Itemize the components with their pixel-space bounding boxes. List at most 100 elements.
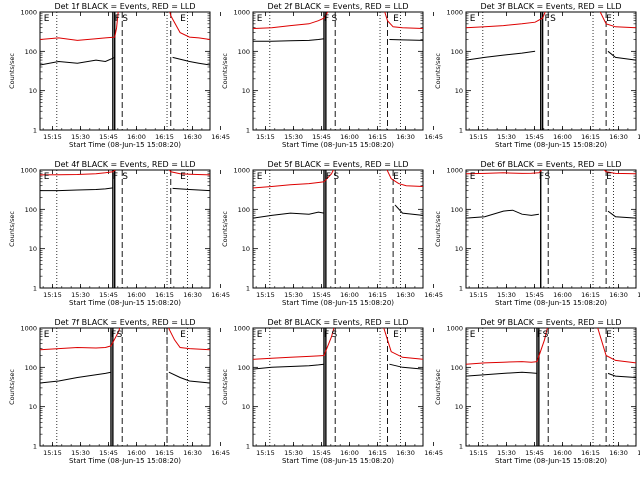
x-tick-label: 15:30 — [497, 291, 516, 299]
y-tick-label: 1000 — [233, 167, 250, 175]
x-axis-label: Start Time (08-Jun-15 15:08:20) — [282, 141, 394, 149]
x-tick-label: 15:15 — [469, 449, 488, 457]
x-axis-label: Start Time (08-Jun-15 15:08:20) — [282, 299, 394, 307]
x-tick-label: 15:45 — [525, 449, 544, 457]
y-tick-label: 1000 — [446, 325, 463, 333]
marker-e-left: E — [257, 172, 263, 182]
panel-title: Det 7f BLACK = Events, RED = LLD — [54, 318, 195, 327]
x-tick-label: 15:30 — [497, 449, 516, 457]
marker-f: F — [324, 330, 329, 340]
y-tick-label: 10 — [242, 403, 250, 411]
y-tick-label: 1000 — [20, 325, 37, 333]
x-tick-label: 15:15 — [43, 133, 62, 141]
y-tick-label: 1000 — [233, 325, 250, 333]
x-tick-label: 16:30 — [609, 449, 628, 457]
series-lld-line — [466, 328, 636, 365]
panel-title: Det 6f BLACK = Events, RED = LLD — [480, 160, 621, 169]
x-tick-label: 15:30 — [71, 133, 90, 141]
y-axis-label: Counts/sec — [434, 53, 442, 89]
series-lld-line — [253, 328, 423, 360]
panel-det-6: Det 6f BLACK = Events, RED = LLD 1 10 100 10… — [434, 160, 640, 307]
y-tick-label: 1000 — [446, 9, 463, 17]
marker-f: F — [324, 14, 329, 24]
marker-f: F — [115, 14, 120, 24]
panel-title: Det 3f BLACK = Events, RED = LLD — [480, 2, 621, 11]
panel-det-9: Det 9f BLACK = Events, RED = LLD 1 10 100 10… — [434, 318, 640, 465]
panel-title: Det 1f BLACK = Events, RED = LLD — [54, 2, 195, 11]
panel-title: Det 5f BLACK = Events, RED = LLD — [267, 160, 408, 169]
x-tick-label: 15:15 — [256, 449, 275, 457]
x-tick-label: 15:15 — [256, 133, 275, 141]
marker-f: F — [326, 172, 331, 182]
x-tick-label: 16:15 — [581, 291, 600, 299]
x-tick-label: 16:15 — [368, 133, 387, 141]
y-tick-label: 1 — [33, 285, 37, 293]
y-tick-label: 100 — [25, 206, 37, 214]
panel-data — [253, 12, 423, 130]
plot-frame — [465, 327, 637, 447]
x-tick-label: 15:15 — [43, 291, 62, 299]
panel-data — [253, 170, 423, 288]
x-tick-label: 16:15 — [368, 449, 387, 457]
x-tick-label: 15:45 — [312, 449, 331, 457]
x-axis-label: Start Time (08-Jun-15 15:08:20) — [495, 457, 607, 465]
series-events-line — [466, 50, 636, 61]
panel-data — [466, 328, 636, 446]
plot-frame — [252, 11, 424, 131]
marker-s: S — [550, 14, 556, 24]
x-tick-label: 16:30 — [609, 291, 628, 299]
marker-f: F — [537, 330, 542, 340]
y-axis-label: Counts/sec — [434, 369, 442, 405]
x-tick-label: 16:30 — [396, 449, 415, 457]
x-tick-label: 15:45 — [525, 133, 544, 141]
panel-data — [466, 12, 636, 130]
x-tick-label: 16:45 — [424, 291, 443, 299]
x-tick-label: 16:45 — [424, 133, 443, 141]
plot-frame — [252, 327, 424, 447]
y-axis-label: Counts/sec — [221, 369, 229, 405]
marker-f: F — [113, 172, 118, 182]
marker-f: F — [544, 14, 549, 24]
x-tick-label: 16:15 — [581, 449, 600, 457]
plot-frame — [252, 169, 424, 289]
marker-e-right: E — [606, 14, 612, 24]
marker-s: S — [544, 172, 550, 182]
series-lld-line — [40, 170, 210, 176]
plot-frame — [39, 169, 211, 289]
y-axis-label: Counts/sec — [8, 369, 16, 405]
plot-frame — [465, 11, 637, 131]
y-axis-label: Counts/sec — [221, 53, 229, 89]
y-axis-label: Counts/sec — [434, 211, 442, 247]
series-lld-line — [466, 170, 636, 175]
marker-e-right: E — [180, 172, 186, 182]
x-axis-label: Start Time (08-Jun-15 15:08:20) — [282, 457, 394, 465]
x-tick-label: 16:30 — [183, 291, 202, 299]
series-events-line — [40, 56, 210, 66]
x-tick-label: 16:00 — [340, 133, 359, 141]
marker-s: S — [331, 330, 337, 340]
x-tick-label: 15:15 — [43, 449, 62, 457]
plot-frame — [465, 169, 637, 289]
y-tick-label: 1 — [459, 443, 463, 451]
panel-title: Det 2f BLACK = Events, RED = LLD — [267, 2, 408, 11]
x-tick-label: 15:15 — [256, 291, 275, 299]
x-tick-label: 16:15 — [581, 133, 600, 141]
marker-e-left: E — [470, 330, 476, 340]
marker-s: S — [117, 330, 123, 340]
marker-e-right: E — [393, 330, 399, 340]
marker-f: F — [539, 172, 544, 182]
y-tick-label: 1 — [246, 127, 250, 135]
y-tick-label: 1 — [33, 127, 37, 135]
x-tick-label: 15:45 — [312, 133, 331, 141]
x-tick-label: 15:30 — [71, 449, 90, 457]
panel-det-2: Det 2f BLACK = Events, RED = LLD 1 10 100 10… — [221, 2, 443, 149]
x-axis-label: Start Time (08-Jun-15 15:08:20) — [495, 299, 607, 307]
marker-e-left: E — [44, 14, 50, 24]
x-tick-label: 16:00 — [127, 449, 146, 457]
y-tick-label: 1000 — [20, 9, 37, 17]
panel-title: Det 4f BLACK = Events, RED = LLD — [54, 160, 195, 169]
marker-e-right: E — [606, 172, 612, 182]
y-tick-label: 10 — [29, 403, 37, 411]
marker-e-right: E — [393, 172, 399, 182]
